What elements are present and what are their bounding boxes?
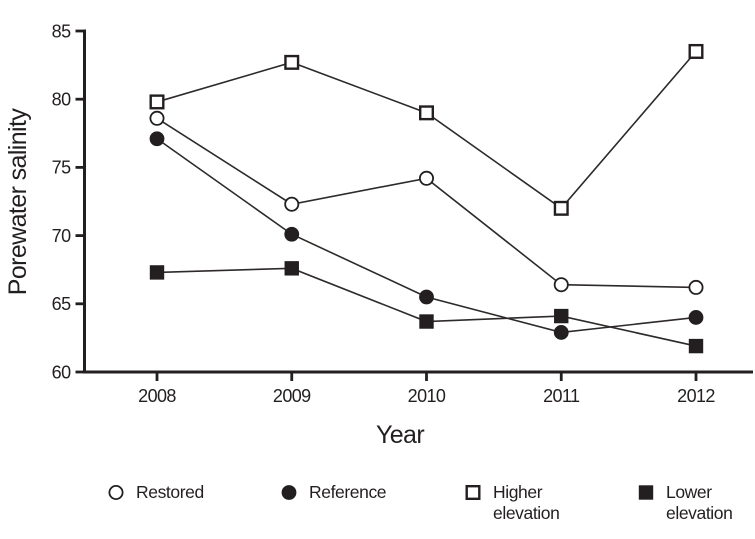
svg-text:2012: 2012 <box>677 386 715 406</box>
svg-text:60: 60 <box>52 362 71 382</box>
chart-legend: Restored Reference Higher elevation Lowe… <box>0 470 755 539</box>
svg-text:2010: 2010 <box>408 386 446 406</box>
porewater-salinity-line-chart: 60 65 70 75 80 85 2008 2009 2010 2011 2012 Year Pore… <box>4 21 753 449</box>
axis-titles: Year Porewater salinity <box>4 108 425 449</box>
svg-text:85: 85 <box>52 21 71 41</box>
svg-text:75: 75 <box>52 158 71 178</box>
svg-text:2008: 2008 <box>138 386 176 406</box>
legend-item-lower-elevation: Lower elevation <box>637 482 733 524</box>
legend-item-label: Lower elevation <box>666 482 733 523</box>
legend-item-label: Higher elevation <box>493 482 560 523</box>
series-lower-elevation <box>156 267 697 347</box>
series-markers-reference <box>149 131 704 340</box>
legend-item-restored: Restored <box>107 482 204 503</box>
legend-item-label: Restored <box>136 482 204 502</box>
svg-text:65: 65 <box>52 294 71 314</box>
y-axis: 60 65 70 75 80 85 <box>52 21 86 382</box>
svg-text:2011: 2011 <box>543 386 580 406</box>
x-axis-label: Year <box>376 421 424 449</box>
open-circle-icon <box>108 485 124 500</box>
filled-circle-icon <box>281 485 297 500</box>
legend-item-higher-elevation: Higher elevation <box>464 482 560 524</box>
svg-text:2009: 2009 <box>273 386 311 406</box>
legend-item-reference: Reference <box>280 482 387 503</box>
series-markers-lower-elevation <box>149 261 704 354</box>
filled-square-icon <box>638 485 654 500</box>
series-restored <box>156 117 697 289</box>
legend-item-label: Reference <box>309 482 387 502</box>
x-axis: 2008 2009 2010 2011 2012 <box>83 370 753 406</box>
svg-text:80: 80 <box>52 90 71 110</box>
series-markers-higher-elevation <box>149 43 704 216</box>
y-axis-label: Porewater salinity <box>4 108 32 296</box>
series-markers-restored <box>149 110 704 295</box>
svg-text:70: 70 <box>52 226 71 246</box>
open-square-icon <box>465 485 481 501</box>
